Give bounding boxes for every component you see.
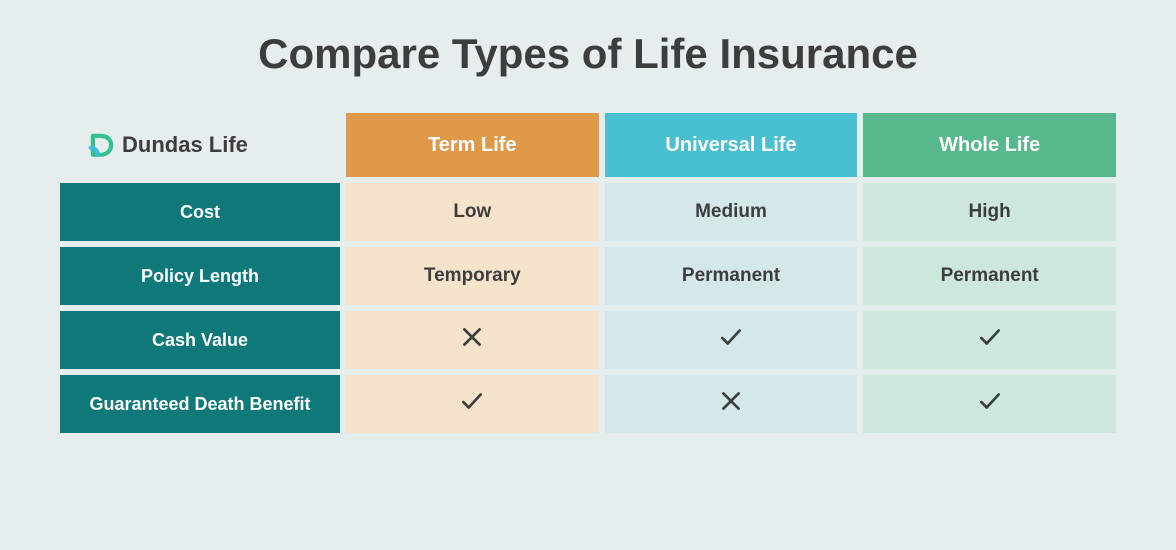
brand-icon	[88, 131, 116, 159]
table-cell	[863, 375, 1116, 433]
table-cell	[346, 311, 599, 369]
check-icon	[977, 324, 1003, 356]
check-icon	[977, 388, 1003, 420]
table-cell	[346, 375, 599, 433]
check-icon	[459, 388, 485, 420]
page-title: Compare Types of Life Insurance	[60, 30, 1116, 78]
cross-icon	[459, 324, 485, 356]
row-header: Cost	[60, 183, 340, 241]
table-cell: Low	[346, 183, 599, 241]
row-header: Cash Value	[60, 311, 340, 369]
table-cell: Permanent	[605, 247, 858, 305]
table-cell: Medium	[605, 183, 858, 241]
table-cell: Permanent	[863, 247, 1116, 305]
brand-name: Dundas Life	[122, 132, 248, 158]
table-cell	[605, 311, 858, 369]
column-header: Term Life	[346, 113, 599, 177]
check-icon	[718, 324, 744, 356]
row-header: Policy Length	[60, 247, 340, 305]
column-header: Universal Life	[605, 113, 858, 177]
comparison-table: Dundas Life Term LifeUniversal LifeWhole …	[60, 113, 1116, 433]
cross-icon	[718, 388, 744, 420]
table-cell: Temporary	[346, 247, 599, 305]
table-cell: High	[863, 183, 1116, 241]
table-cell	[605, 375, 858, 433]
column-header: Whole Life	[863, 113, 1116, 177]
row-header: Guaranteed Death Benefit	[60, 375, 340, 433]
table-cell	[863, 311, 1116, 369]
brand-logo-cell: Dundas Life	[60, 113, 340, 177]
